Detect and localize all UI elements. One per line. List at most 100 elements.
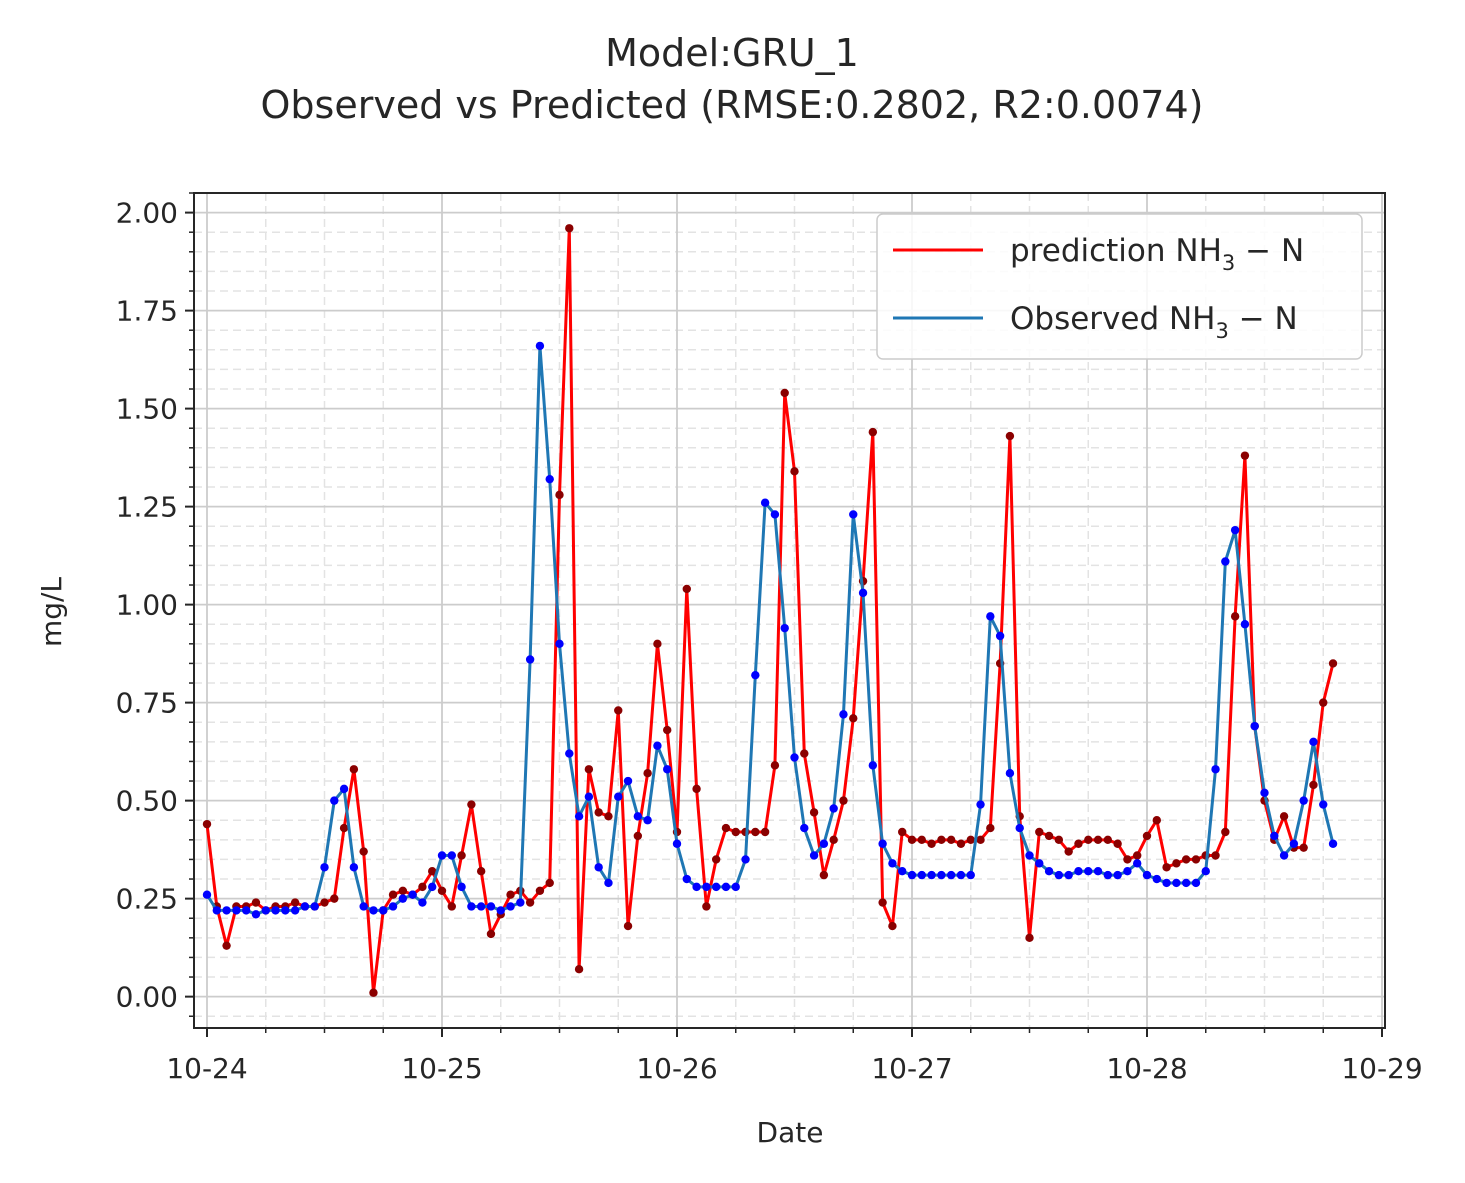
data-point-1 [682, 874, 691, 884]
data-point-0 [927, 839, 936, 848]
data-point-1 [986, 612, 995, 621]
data-point-0 [457, 851, 466, 860]
data-point-1 [388, 902, 398, 911]
x-tick-label: 10-29 [1341, 1052, 1422, 1085]
data-point-1 [251, 910, 261, 919]
data-point-0 [614, 706, 623, 715]
data-point-0 [898, 827, 907, 837]
data-point-0 [770, 761, 780, 770]
data-point-1 [339, 784, 349, 794]
data-point-1 [300, 902, 310, 911]
data-point-1 [369, 906, 378, 915]
data-point-0 [1113, 839, 1122, 848]
data-point-1 [408, 890, 417, 899]
data-point-0 [1181, 855, 1191, 864]
data-point-1 [1240, 620, 1250, 629]
data-point-0 [946, 835, 956, 845]
data-point-0 [849, 714, 858, 723]
data-point-1 [545, 474, 554, 484]
data-point-0 [986, 823, 995, 833]
data-point-1 [1230, 525, 1240, 535]
data-point-1 [1270, 831, 1279, 841]
data-point-1 [868, 761, 878, 770]
data-point-1 [1044, 866, 1054, 876]
data-point-0 [545, 878, 554, 888]
data-point-0 [643, 768, 652, 778]
data-point-1 [907, 870, 917, 880]
data-point-1 [819, 839, 829, 848]
data-point-0 [418, 882, 427, 892]
data-point-1 [379, 906, 388, 915]
data-point-0 [594, 808, 603, 817]
data-point-1 [290, 906, 300, 915]
data-point-1 [751, 670, 760, 680]
data-point-1 [1299, 796, 1308, 805]
data-point-1 [330, 796, 339, 805]
data-point-1 [359, 902, 368, 911]
data-point-0 [819, 870, 829, 880]
data-point-1 [1142, 870, 1152, 880]
data-point-1 [281, 906, 290, 915]
data-point-1 [702, 882, 711, 892]
data-point-0 [486, 929, 496, 939]
data-point-0 [1025, 933, 1034, 943]
data-point-1 [349, 863, 359, 872]
data-point-0 [1133, 851, 1142, 860]
data-point-1 [418, 898, 427, 907]
data-point-1 [447, 851, 456, 860]
data-point-0 [956, 839, 966, 848]
data-point-1 [1309, 737, 1318, 747]
data-point-1 [711, 882, 721, 892]
data-point-1 [310, 902, 319, 911]
data-point-0 [251, 898, 261, 907]
data-point-1 [428, 882, 437, 892]
data-point-1 [956, 870, 966, 880]
plot-frame [193, 192, 1386, 1029]
data-point-0 [1123, 855, 1132, 864]
data-point-0 [692, 784, 701, 794]
data-point-0 [398, 886, 408, 895]
data-point-1 [320, 863, 329, 872]
data-point-0 [1084, 835, 1093, 845]
data-point-1 [1113, 870, 1122, 880]
series-layer [202, 224, 1338, 997]
data-point-1 [496, 906, 505, 915]
y-tick-label: 0.00 [116, 981, 178, 1014]
data-point-1 [525, 655, 535, 664]
data-point-1 [888, 859, 897, 868]
data-point-1 [966, 870, 975, 880]
data-point-1 [849, 510, 858, 519]
data-point-1 [692, 882, 701, 892]
data-point-1 [917, 870, 926, 880]
data-point-1 [212, 906, 221, 915]
data-point-1 [731, 882, 740, 892]
data-point-1 [770, 510, 780, 519]
data-point-0 [809, 808, 819, 817]
data-point-0 [1319, 698, 1328, 707]
x-tick-label: 10-28 [1106, 1052, 1187, 1085]
data-point-1 [653, 741, 662, 750]
data-point-1 [1250, 721, 1259, 731]
y-tick-label: 1.50 [116, 393, 178, 426]
x-tick-label: 10-26 [636, 1052, 717, 1085]
data-point-0 [1299, 843, 1308, 852]
data-point-0 [731, 827, 740, 837]
data-point-0 [917, 835, 926, 845]
y-tick-label: 0.50 [116, 785, 178, 818]
data-point-0 [535, 886, 545, 895]
data-point-1 [476, 902, 486, 911]
data-point-0 [1162, 863, 1171, 872]
data-point-0 [653, 639, 662, 649]
axes: 0.00 0.25 0.50 0.75 1.00 1.25 1.50 1.75 2.00 10-2… [116, 192, 1423, 1085]
data-point-0 [349, 765, 359, 774]
data-point-0 [222, 941, 231, 950]
data-point-0 [330, 894, 339, 903]
data-point-0 [760, 827, 770, 837]
data-point-1 [1133, 859, 1142, 868]
data-point-1 [1084, 866, 1093, 876]
data-point-0 [506, 890, 515, 899]
data-point-0 [1240, 451, 1250, 460]
data-point-1 [623, 776, 633, 786]
data-point-1 [1025, 851, 1034, 860]
data-point-1 [565, 749, 574, 758]
